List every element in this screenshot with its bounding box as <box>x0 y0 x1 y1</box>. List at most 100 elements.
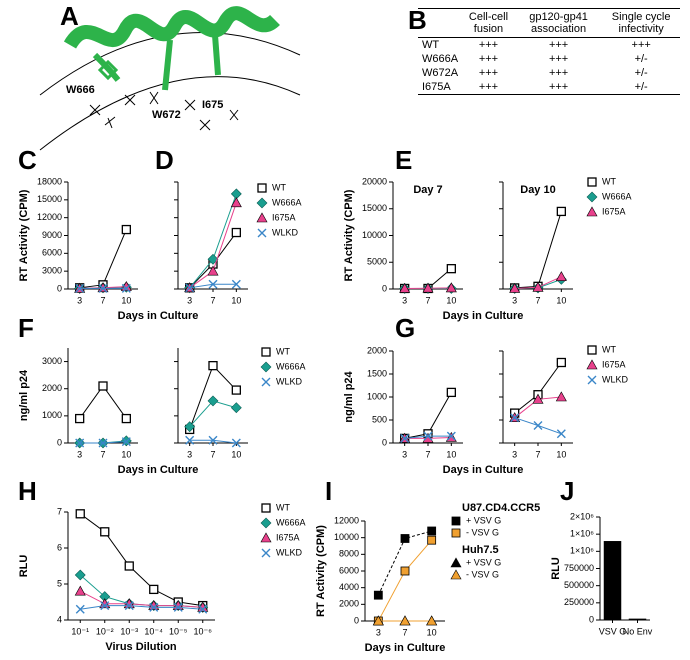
marker <box>423 431 433 441</box>
marker <box>510 413 520 423</box>
marker <box>445 282 457 293</box>
table-cell: WT <box>422 39 440 51</box>
marker <box>121 413 131 424</box>
x-tick-label: 10 <box>556 295 566 305</box>
y-axis-label: RLU <box>550 557 562 580</box>
legend-label: - VSV G <box>466 527 499 537</box>
x-tick-label: 10 <box>446 295 456 305</box>
panel-label: D <box>155 145 174 175</box>
x-tick-label: 10⁻⁴ <box>144 626 163 636</box>
x-axis-label: Days in Culture <box>118 310 199 322</box>
legend-entry: WLKD <box>587 374 629 385</box>
x-tick-label: 7 <box>425 295 430 305</box>
legend-entry: I675A <box>586 359 626 369</box>
legend-entry: I675A <box>586 206 626 217</box>
legend-label: WLKD <box>276 376 303 386</box>
marker <box>260 361 272 373</box>
x-tick-label: 7 <box>535 449 540 459</box>
marker <box>124 601 134 611</box>
marker <box>586 206 598 217</box>
legend-entry: WT <box>261 502 290 513</box>
marker <box>587 177 597 187</box>
series-line <box>514 362 562 414</box>
marker <box>556 429 566 439</box>
legend-label: I675A <box>602 206 626 216</box>
marker <box>256 197 268 209</box>
x-tick-label: 7 <box>100 449 105 459</box>
marker <box>98 283 108 293</box>
marker <box>556 206 566 217</box>
table-cell: +++ <box>548 53 569 65</box>
y-tick-label: 12000 <box>334 515 359 525</box>
marker <box>555 391 567 402</box>
table-cell: +/- <box>634 53 648 65</box>
table-cell: +++ <box>478 67 499 79</box>
marker <box>97 282 109 293</box>
marker <box>555 271 567 281</box>
structure-drawing <box>39 6 301 151</box>
header-cell: Cell-cell fusion <box>462 8 515 38</box>
marker <box>587 345 597 355</box>
x-tick-label: 10⁻⁶ <box>194 626 213 636</box>
marker <box>198 604 208 614</box>
table-cell: I675A <box>418 80 463 95</box>
marker <box>451 516 461 526</box>
marker <box>75 438 85 448</box>
marker <box>260 532 272 543</box>
marker <box>532 393 544 404</box>
table-cell: +++ <box>548 39 569 51</box>
x-tick-label: 3 <box>187 449 192 459</box>
x-tick-label: 10 <box>231 449 241 459</box>
y-tick-label: 9000 <box>42 230 62 240</box>
x-tick-label: 7 <box>535 295 540 305</box>
legend-label: WT <box>272 182 286 192</box>
legend-label: W666A <box>272 197 302 207</box>
marker <box>124 561 134 571</box>
legend-entry: WLKD <box>261 376 303 387</box>
y-tick-label: 10000 <box>334 532 359 542</box>
marker <box>100 527 110 537</box>
legend-entry: WLKD <box>261 547 303 558</box>
marker <box>450 569 462 580</box>
panel-label: F <box>18 313 34 343</box>
marker <box>75 604 85 614</box>
marker <box>556 357 566 368</box>
x-tick-label: 10 <box>427 627 437 637</box>
y-tick-label: 8000 <box>339 549 359 559</box>
y-tick-label: 4 <box>57 614 62 624</box>
marker <box>121 437 131 447</box>
y-axis-label: ng/ml p24 <box>343 370 355 422</box>
legend-entry: - VSV G <box>450 569 499 580</box>
y-tick-label: 0 <box>382 437 387 447</box>
table-cell: +++ <box>478 53 499 65</box>
legend-entry: + VSV G <box>451 515 501 526</box>
marker <box>207 395 219 407</box>
legend-entry: W666A <box>260 361 306 373</box>
y-tick-label: 2000 <box>42 383 62 393</box>
y-tick-label: 1500 <box>367 368 387 378</box>
marker <box>149 602 159 612</box>
x-tick-label: 10⁻¹ <box>71 626 89 636</box>
legend-label: WT <box>602 176 616 186</box>
marker <box>257 228 267 238</box>
x-axis-label: Days in Culture <box>443 464 524 476</box>
mutant-table: Cell-cell fusion gp120-gp41 association … <box>418 8 680 95</box>
y-tick-label: 750000 <box>564 563 594 573</box>
series-line <box>79 385 127 419</box>
x-tick-label: 3 <box>376 627 381 637</box>
panel-label: I <box>325 476 332 506</box>
table-cell: +++ <box>514 80 603 95</box>
marker <box>75 283 85 293</box>
table-cell: W666A <box>422 53 459 65</box>
marker <box>400 534 410 543</box>
marker <box>98 438 108 448</box>
marker <box>231 279 241 289</box>
header-cell: Single cycle infectivity <box>602 8 680 38</box>
table-cell: +++ <box>631 39 651 51</box>
legend-entry: W666A <box>586 191 632 203</box>
y-tick-label: 12000 <box>37 212 62 222</box>
y-tick-label: 0 <box>354 615 359 625</box>
y-tick-label: 0 <box>57 283 62 293</box>
y-axis-label: RT Activity (CPM) <box>343 189 355 281</box>
panel-label: H <box>18 476 37 506</box>
